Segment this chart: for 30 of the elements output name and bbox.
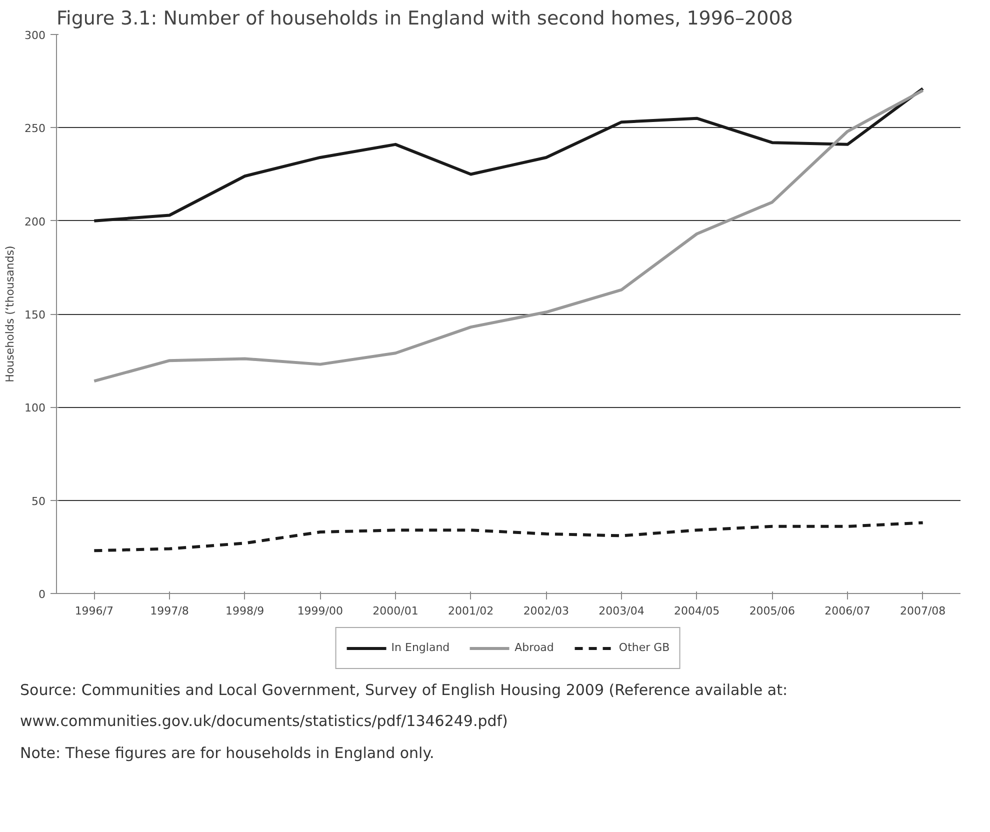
x-tick-label: 2002/03 xyxy=(523,604,570,618)
x-tick-label: 2006/07 xyxy=(824,604,870,618)
y-tick-label: 100 xyxy=(24,402,46,415)
y-tick-label: 250 xyxy=(24,122,46,136)
text: Note: These figures are for households in England only. xyxy=(20,742,434,764)
source-note: Source: Communities and Local Government, Survey of English Housing 2009 (Reference available at: xyxy=(20,680,788,701)
x-tick-label: 2004/05 xyxy=(674,604,720,618)
y-tick-label: 150 xyxy=(24,308,46,322)
y-tick-label: 300 xyxy=(24,29,46,42)
line-series xyxy=(92,521,924,552)
x-tick-label: 2005/06 xyxy=(749,604,796,618)
y-tick-label: 0 xyxy=(38,588,46,601)
chart-title: Figure 3.1: Number of households in England with second homes, 1996–2008 xyxy=(56,8,793,30)
text: www.communities.gov.uk/documents/statistics/pdf/1346249.pdf) xyxy=(20,711,508,732)
x-tick-label: 2000/01 xyxy=(372,604,418,618)
x-tick-label: 2001/02 xyxy=(448,604,494,618)
y-tick-label: 200 xyxy=(24,215,46,228)
x-tick-label: 2003/04 xyxy=(598,604,644,618)
x-tick-label: 1996/7 xyxy=(74,604,114,618)
x-tick-label: 1998/9 xyxy=(225,604,264,618)
x-tick-label: 1999/00 xyxy=(297,604,344,618)
legend-label: Abroad xyxy=(514,641,554,654)
y-tick-label: 50 xyxy=(32,494,46,508)
x-tick-label: 1997/8 xyxy=(150,604,189,618)
legend-label: In England xyxy=(391,641,450,654)
x-tick-label: 2007/08 xyxy=(900,604,946,618)
line-series xyxy=(92,87,924,222)
line-series xyxy=(92,88,924,383)
y-axis-title: Households (‘thousands) xyxy=(4,246,17,382)
legend-label: Other GB xyxy=(618,641,670,654)
